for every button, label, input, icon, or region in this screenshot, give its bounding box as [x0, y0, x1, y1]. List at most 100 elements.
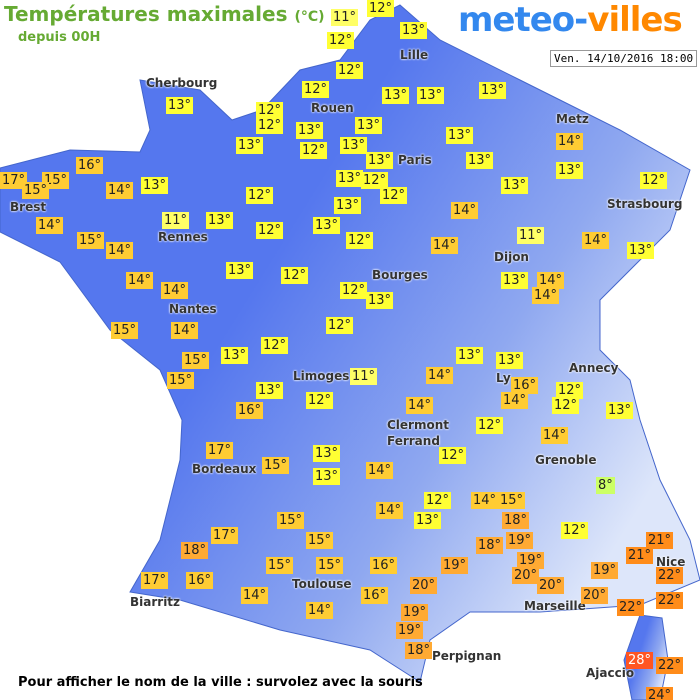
temperature-badge[interactable]: 18°: [502, 512, 530, 529]
temperature-badge[interactable]: 12°: [424, 492, 452, 509]
temperature-badge[interactable]: 12°: [380, 187, 408, 204]
temperature-badge[interactable]: 14°: [366, 462, 394, 479]
temperature-badge[interactable]: 15°: [277, 512, 305, 529]
temperature-badge[interactable]: 17°: [0, 172, 28, 189]
temperature-badge[interactable]: 14°: [426, 367, 454, 384]
temperature-badge[interactable]: 14°: [501, 392, 529, 409]
temperature-badge[interactable]: 16°: [370, 557, 398, 574]
temperature-badge[interactable]: 20°: [537, 577, 565, 594]
temperature-badge[interactable]: 12°: [439, 447, 467, 464]
temperature-badge[interactable]: 14°: [541, 427, 569, 444]
temperature-badge[interactable]: 17°: [211, 527, 239, 544]
temperature-badge[interactable]: 13°: [313, 217, 341, 234]
temperature-badge[interactable]: 13°: [340, 137, 368, 154]
temperature-badge[interactable]: 20°: [512, 567, 540, 584]
temperature-badge[interactable]: 22°: [617, 599, 645, 616]
temperature-badge[interactable]: 19°: [441, 557, 469, 574]
temperature-badge[interactable]: 12°: [552, 397, 580, 414]
temperature-badge[interactable]: 16°: [76, 157, 104, 174]
temperature-badge[interactable]: 22°: [656, 592, 684, 609]
temperature-badge[interactable]: 17°: [206, 442, 234, 459]
temperature-badge[interactable]: 19°: [591, 562, 619, 579]
temperature-badge[interactable]: 13°: [627, 242, 655, 259]
temperature-badge[interactable]: 12°: [302, 81, 330, 98]
temperature-badge[interactable]: 21°: [646, 532, 674, 549]
temperature-badge[interactable]: 24°: [646, 687, 674, 700]
temperature-badge[interactable]: 12°: [367, 0, 395, 17]
temperature-badge[interactable]: 12°: [336, 62, 364, 79]
temperature-badge[interactable]: 13°: [496, 352, 524, 369]
temperature-badge[interactable]: 13°: [501, 272, 529, 289]
temperature-badge[interactable]: 22°: [656, 657, 684, 674]
temperature-badge[interactable]: 18°: [476, 537, 504, 554]
temperature-badge[interactable]: 11°: [517, 227, 545, 244]
temperature-badge[interactable]: 14°: [36, 217, 64, 234]
temperature-badge[interactable]: 12°: [306, 392, 334, 409]
temperature-badge[interactable]: 12°: [561, 522, 589, 539]
temperature-badge[interactable]: 16°: [186, 572, 214, 589]
temperature-badge[interactable]: 13°: [334, 197, 362, 214]
temperature-badge[interactable]: 15°: [306, 532, 334, 549]
temperature-badge[interactable]: 13°: [355, 117, 383, 134]
temperature-badge[interactable]: 13°: [166, 97, 194, 114]
temperature-badge[interactable]: 13°: [606, 402, 634, 419]
temperature-badge[interactable]: 13°: [366, 292, 394, 309]
temperature-badge[interactable]: 12°: [246, 187, 274, 204]
temperature-badge[interactable]: 15°: [22, 182, 50, 199]
temperature-badge[interactable]: 15°: [498, 492, 526, 509]
temperature-badge[interactable]: 14°: [171, 322, 199, 339]
temperature-badge[interactable]: 13°: [466, 152, 494, 169]
temperature-badge[interactable]: 16°: [511, 377, 539, 394]
temperature-badge[interactable]: 14°: [431, 237, 459, 254]
temperature-badge[interactable]: 13°: [366, 152, 394, 169]
temperature-badge[interactable]: 15°: [111, 322, 139, 339]
temperature-badge[interactable]: 12°: [256, 117, 284, 134]
temperature-badge[interactable]: 14°: [537, 272, 565, 289]
temperature-badge[interactable]: 14°: [376, 502, 404, 519]
temperature-badge[interactable]: 18°: [181, 542, 209, 559]
temperature-badge[interactable]: 15°: [182, 352, 210, 369]
temperature-badge[interactable]: 13°: [382, 87, 410, 104]
temperature-badge[interactable]: 13°: [414, 512, 442, 529]
temperature-badge[interactable]: 12°: [326, 317, 354, 334]
temperature-badge[interactable]: 13°: [221, 347, 249, 364]
temperature-badge[interactable]: 28°: [626, 652, 654, 669]
temperature-badge[interactable]: 13°: [206, 212, 234, 229]
temperature-badge[interactable]: 14°: [556, 133, 584, 150]
temperature-badge[interactable]: 14°: [582, 232, 610, 249]
temperature-badge[interactable]: 13°: [336, 170, 364, 187]
temperature-badge[interactable]: 12°: [256, 222, 284, 239]
temperature-badge[interactable]: 14°: [451, 202, 479, 219]
temperature-badge[interactable]: 20°: [410, 577, 438, 594]
temperature-badge[interactable]: 13°: [501, 177, 529, 194]
temperature-badge[interactable]: 19°: [396, 622, 424, 639]
temperature-badge[interactable]: 13°: [256, 382, 284, 399]
temperature-badge[interactable]: 19°: [506, 532, 534, 549]
temperature-badge[interactable]: 13°: [400, 22, 428, 39]
temperature-badge[interactable]: 15°: [167, 372, 195, 389]
temperature-badge[interactable]: 8°: [596, 477, 615, 494]
temperature-badge[interactable]: 11°: [350, 368, 378, 385]
temperature-badge[interactable]: 14°: [161, 282, 189, 299]
temperature-badge[interactable]: 12°: [476, 417, 504, 434]
temperature-badge[interactable]: 15°: [266, 557, 294, 574]
temperature-badge[interactable]: 13°: [296, 122, 324, 139]
temperature-badge[interactable]: 11°: [331, 9, 359, 26]
temperature-badge[interactable]: 19°: [401, 604, 429, 621]
temperature-badge[interactable]: 15°: [77, 232, 105, 249]
temperature-badge[interactable]: 19°: [517, 552, 545, 569]
temperature-badge[interactable]: 18°: [405, 642, 433, 659]
temperature-badge[interactable]: 13°: [236, 137, 264, 154]
temperature-badge[interactable]: 14°: [471, 492, 499, 509]
temperature-badge[interactable]: 13°: [479, 82, 507, 99]
temperature-badge[interactable]: 14°: [306, 602, 334, 619]
temperature-badge[interactable]: 14°: [106, 242, 134, 259]
temperature-badge[interactable]: 12°: [256, 102, 284, 119]
temperature-badge[interactable]: 12°: [640, 172, 668, 189]
temperature-badge[interactable]: 14°: [532, 287, 560, 304]
temperature-badge[interactable]: 17°: [141, 572, 169, 589]
temperature-badge[interactable]: 14°: [126, 272, 154, 289]
temperature-badge[interactable]: 16°: [236, 402, 264, 419]
temperature-badge[interactable]: 11°: [162, 212, 190, 229]
temperature-badge[interactable]: 12°: [361, 172, 389, 189]
